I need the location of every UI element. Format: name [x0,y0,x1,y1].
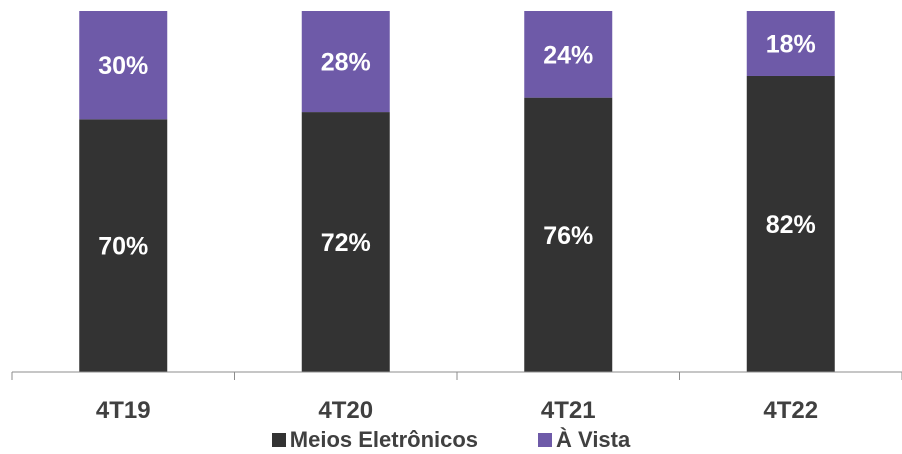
stacked-bar-chart: 70% 30% 72% 28% 76% 24% 82% 18% 4T19 4T20 4T21 4T22 [11,11,902,424]
legend-label-a-vista: À Vista [556,427,631,452]
bar-4t21-series-1 [524,11,613,98]
data-label-4t20-series-1: 28% [321,49,371,77]
legend-item-meios-eletronicos: Meios Eletrônicos [271,427,479,453]
bar-4t19-series-1 [79,11,168,120]
data-label-4t19-series-0: 70% [98,233,148,261]
bar-4t22-series-0 [746,75,835,372]
bar-4t22-series-1 [746,11,835,76]
x-tick-label-4t21: 4T21 [541,397,596,424]
data-label-4t20-series-0: 72% [321,229,371,257]
x-tick-label-4t19: 4T19 [96,397,151,424]
bar-4t19-series-0 [79,119,168,372]
data-label-4t19-series-1: 30% [98,52,148,80]
bar-4t20-series-1 [301,11,390,113]
data-label-4t22-series-1: 18% [766,30,816,58]
x-tick-label-4t20: 4T20 [318,397,373,424]
data-label-4t21-series-0: 76% [543,222,593,250]
legend-swatch-meios-eletronicos [271,433,286,447]
bar-4t20-series-0 [301,112,390,372]
legend-label-meios-eletronicos: Meios Eletrônicos [289,427,479,452]
legend-swatch-a-vista [538,433,553,447]
bar-4t21-series-0 [524,97,613,372]
x-tick-label-4t22: 4T22 [763,397,818,424]
legend: Meios Eletrônicos À Vista [0,426,902,454]
data-label-4t22-series-0: 82% [766,211,816,239]
legend-item-a-vista: À Vista [538,427,630,453]
data-label-4t21-series-1: 24% [543,41,593,69]
